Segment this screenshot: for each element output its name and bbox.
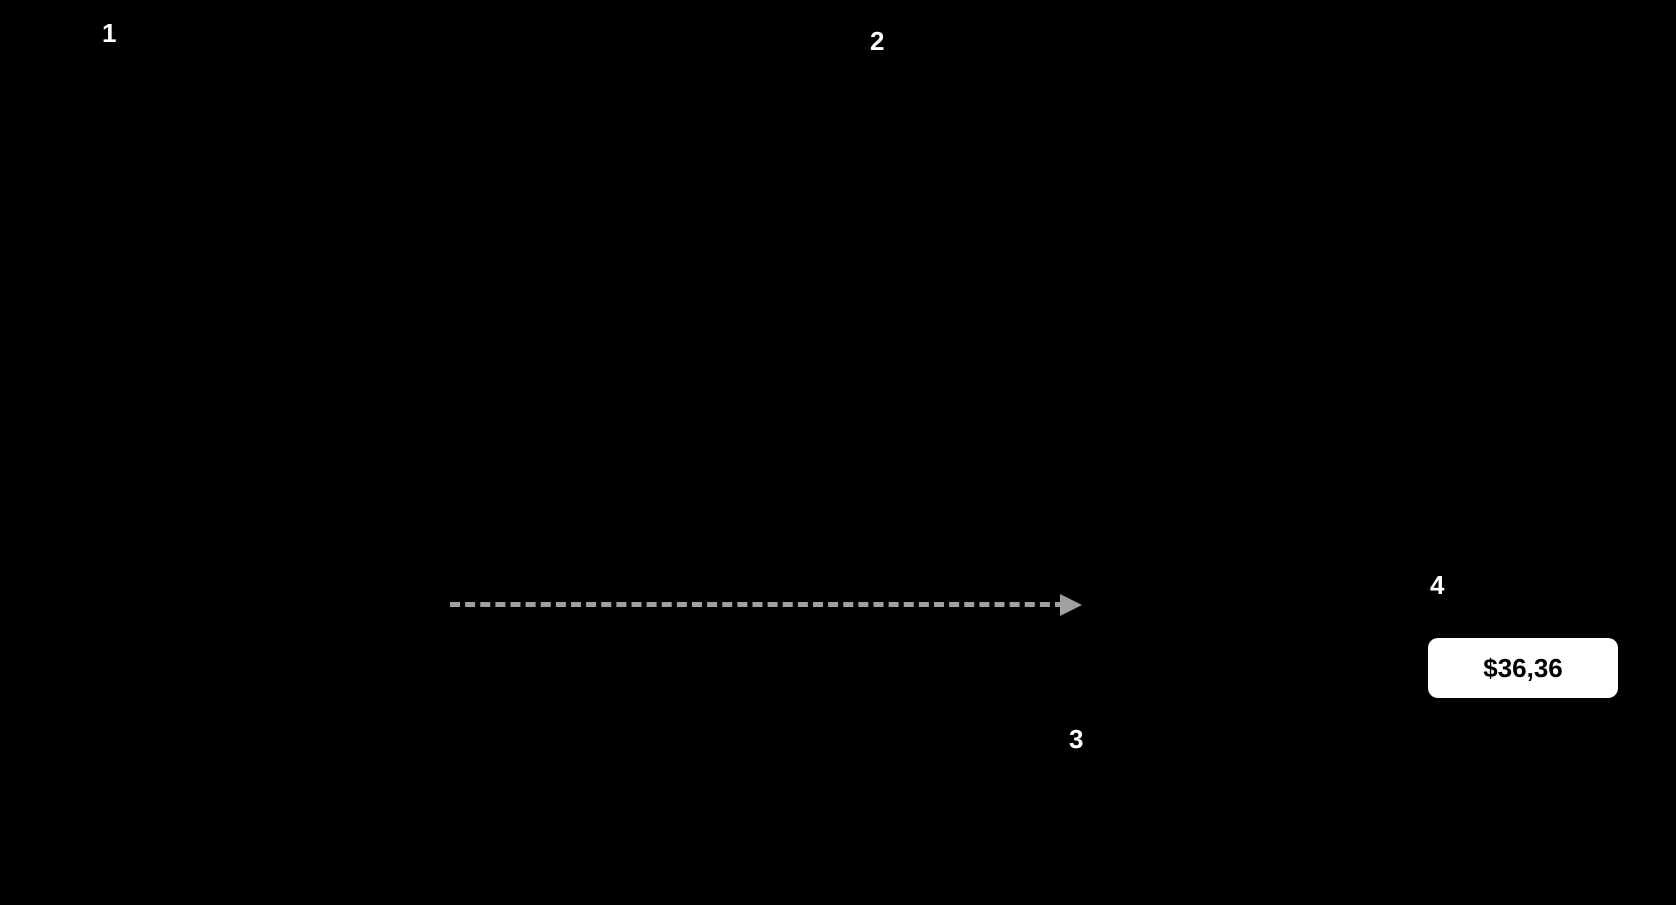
step-label-2: 2	[870, 26, 884, 57]
arrow-line	[450, 602, 1065, 607]
price-callout: $36,36	[1428, 638, 1618, 698]
price-value: $36,36	[1483, 653, 1563, 684]
step-label-4: 4	[1430, 570, 1444, 601]
arrow-head-icon	[1060, 594, 1082, 616]
step-label-3: 3	[1069, 724, 1083, 755]
step-label-1: 1	[102, 18, 116, 49]
flow-arrow	[450, 595, 1090, 615]
